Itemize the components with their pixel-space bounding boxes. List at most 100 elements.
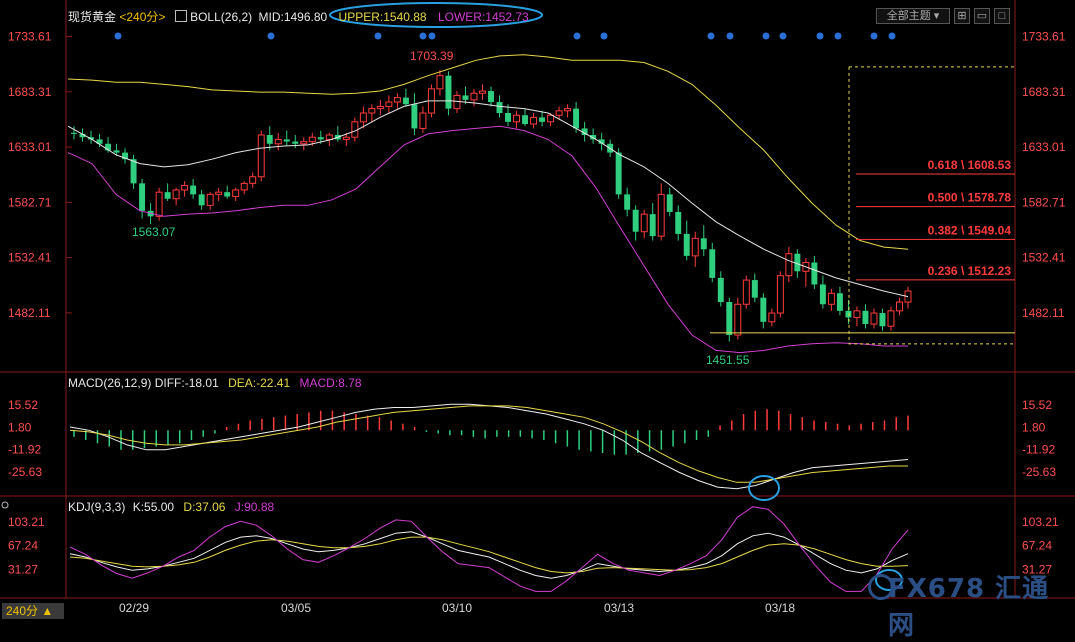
candle-body-up [342,136,350,140]
kdj-name[interactable]: KDJ(9,3,3) [68,500,126,514]
candle-body-down [675,211,682,234]
macd-y-tick-left: -25.63 [8,465,42,479]
event-marker-icon [114,32,122,40]
macd-y-tick-left: 15.52 [8,398,38,412]
event-marker-icon [374,32,382,40]
candle-body-down [266,135,273,144]
y-tick-label-left: 1482.11 [8,306,51,320]
candle-body-up [393,97,401,103]
y-tick-label-right: 1482.11 [1022,306,1065,320]
candle-body-down [811,262,818,285]
candle-body-up [249,176,257,184]
chart-svg: 1733.61 1733.61 1683.31 1683.31 1633.01 1633.… [0,0,1075,615]
x-tick-label: 02/29 [119,601,149,615]
kdj-j-value: J:90.88 [234,500,275,514]
crosshair-icon[interactable]: ⊞ [954,8,970,24]
candle-body-up [691,237,699,257]
candle-body-down [598,139,605,144]
event-marker-icon [816,32,824,40]
y-tick-label-left: 1633.01 [8,140,52,154]
y-tick-label-right: 1582.71 [1022,195,1066,209]
candle-body-up [640,213,648,233]
candle-body-down [105,143,112,151]
candle-body-down [283,139,290,142]
macd-y-tick-left: -11.92 [8,443,41,457]
candle-body-down [122,152,129,160]
event-marker-icon [726,32,734,40]
candle-body-up [385,101,393,107]
x-tick-label: 03/10 [442,601,472,615]
candle-body-up [530,116,538,125]
event-marker-icon [428,32,436,40]
candle-body-down [522,115,529,125]
macd-y-tick-right: 1.80 [1022,420,1046,434]
boll-name[interactable]: BOLL(26,2) [190,10,253,24]
kdj-d-value: D:37.06 [183,500,226,514]
candle-body-down [402,97,409,105]
maximize-icon[interactable]: □ [994,8,1010,24]
macd-diff-line [69,403,909,490]
candle-body-down [649,214,656,237]
macd-macd-value: MACD:8.78 [299,376,362,390]
event-marker-icon [707,32,715,40]
candle-body-up [181,185,189,191]
macd-legend: MACD(26,12,9) DIFF:-18.01 DEA:-22.41 MAC… [68,376,362,390]
kdj-j-line [69,506,909,592]
kdj-y-tick-right: 103.21 [1022,515,1059,529]
candle-body-up [555,110,563,116]
kdj-y-tick-right: 31.27 [1022,562,1052,576]
macd-y-tick-right: -25.63 [1022,465,1056,479]
fib-level-label: 0.236 \ 1512.23 [928,264,1012,278]
y-tick-label-right: 1633.01 [1022,140,1066,154]
candle-body-down [496,102,503,114]
theme-dropdown-label: 全部主题 [886,10,931,22]
event-marker-icon [870,32,878,40]
candle-body-up [376,105,384,110]
window-restore-icon[interactable]: ▭ [974,8,990,24]
theme-dropdown-button[interactable]: 全部主题 ▾ [876,8,950,24]
candle-body-down [198,194,205,206]
candle-body-up [470,92,478,101]
candle-body-down [845,310,852,318]
main-legend: 现货黄金 <240分> BOLL(26,2) MID:1496.80 UPPER… [68,8,529,25]
candle-body-up [359,112,367,123]
candle-body-up [734,303,742,336]
x-tick-label: 03/13 [604,601,634,615]
candle-body-up [368,108,376,114]
y-tick-label-left: 1733.61 [8,30,52,44]
period-label[interactable]: <240分> [119,10,166,24]
candle-body-up [853,310,861,318]
candle-body-down [590,135,597,140]
macd-y-tick-right: 15.52 [1022,398,1052,412]
candle-body-down [581,128,588,136]
panel-settings-icon [1,501,9,509]
y-tick-label-right: 1733.61 [1022,30,1066,44]
candle-body-up [827,292,835,305]
chevron-down-icon: ▾ [933,10,940,22]
candle-body-down [624,194,631,210]
kdj-y-tick-right: 67.24 [1022,539,1052,553]
candle-body-up [206,193,214,206]
annotation-high: 1703.39 [410,49,454,63]
candle-body-down [726,302,733,336]
fib-level-label: 0.382 \ 1549.04 [928,223,1012,237]
fib-level-label: 0.500 \ 1578.78 [928,191,1012,205]
candle-body-down [709,249,716,278]
boll-upper-value: UPPER:1540.88 [338,10,427,24]
candle-body-down [862,310,869,325]
event-marker-icon [888,32,896,40]
candle-body-down [113,150,120,153]
candle-body-down [292,141,299,144]
period-tag-button[interactable]: 240分 ▲ [2,603,64,619]
event-marker-icon [834,32,842,40]
candle-body-up [564,108,572,112]
candle-body-up [325,134,333,140]
candle-body-up [232,189,240,198]
candle-body-down [573,108,580,129]
watermark-logo: FX678 汇通网 [888,574,1050,641]
macd-name[interactable]: MACD(26,12,9) [68,376,152,390]
candle-body-up [870,312,878,325]
candle-body-down [666,194,673,212]
candle-body-up [742,279,750,305]
candle-body-down [505,113,511,122]
